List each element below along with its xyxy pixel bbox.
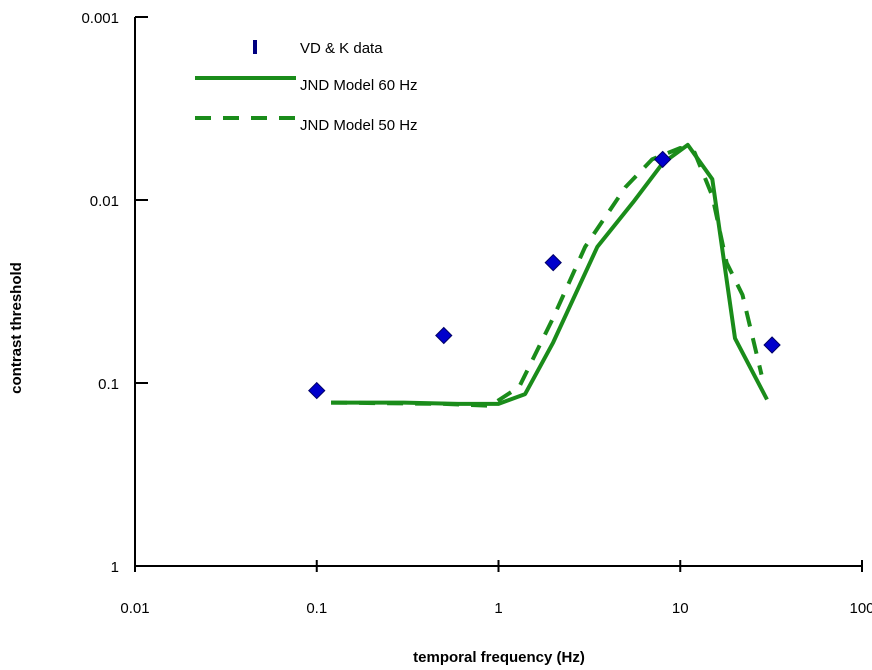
legend-label-vd-k-data: VD & K data xyxy=(300,40,383,57)
x-tick-label: 100 xyxy=(849,600,872,617)
data-point-marker xyxy=(763,336,781,354)
y-tick-label: 1 xyxy=(111,559,119,576)
legend-label-jnd-50: JND Model 50 Hz xyxy=(300,117,418,134)
data-point-marker xyxy=(435,326,453,345)
legend-marker-vd-k-data xyxy=(253,40,257,54)
legend: VD & K data JND Model 60 Hz JND Model 50… xyxy=(195,40,418,134)
y-tick-label: 0.1 xyxy=(98,376,119,393)
data-point-marker xyxy=(544,253,562,272)
y-tick-label: 0.01 xyxy=(90,193,119,210)
x-axis-ticks: 0.01 0.1 1 10 100 xyxy=(120,560,872,617)
plot-series xyxy=(308,142,781,408)
data-point-marker xyxy=(308,381,326,400)
axes xyxy=(134,17,862,567)
x-tick-label: 0.01 xyxy=(120,600,149,617)
data-point-marker xyxy=(653,150,672,169)
y-axis-ticks: 0.001 0.01 0.1 1 xyxy=(81,10,148,576)
y-axis-title: contrast threshold xyxy=(8,262,25,394)
legend-label-jnd-60: JND Model 60 Hz xyxy=(300,77,418,94)
x-tick-label: 0.1 xyxy=(306,600,327,617)
series-line-jnd-model-60-hz xyxy=(331,142,769,406)
x-tick-label: 10 xyxy=(672,600,689,617)
y-tick-label: 0.001 xyxy=(81,10,119,27)
x-tick-label: 1 xyxy=(494,600,502,617)
x-axis-title: temporal frequency (Hz) xyxy=(413,649,585,666)
series-line-jnd-model-50-hz xyxy=(331,146,764,408)
